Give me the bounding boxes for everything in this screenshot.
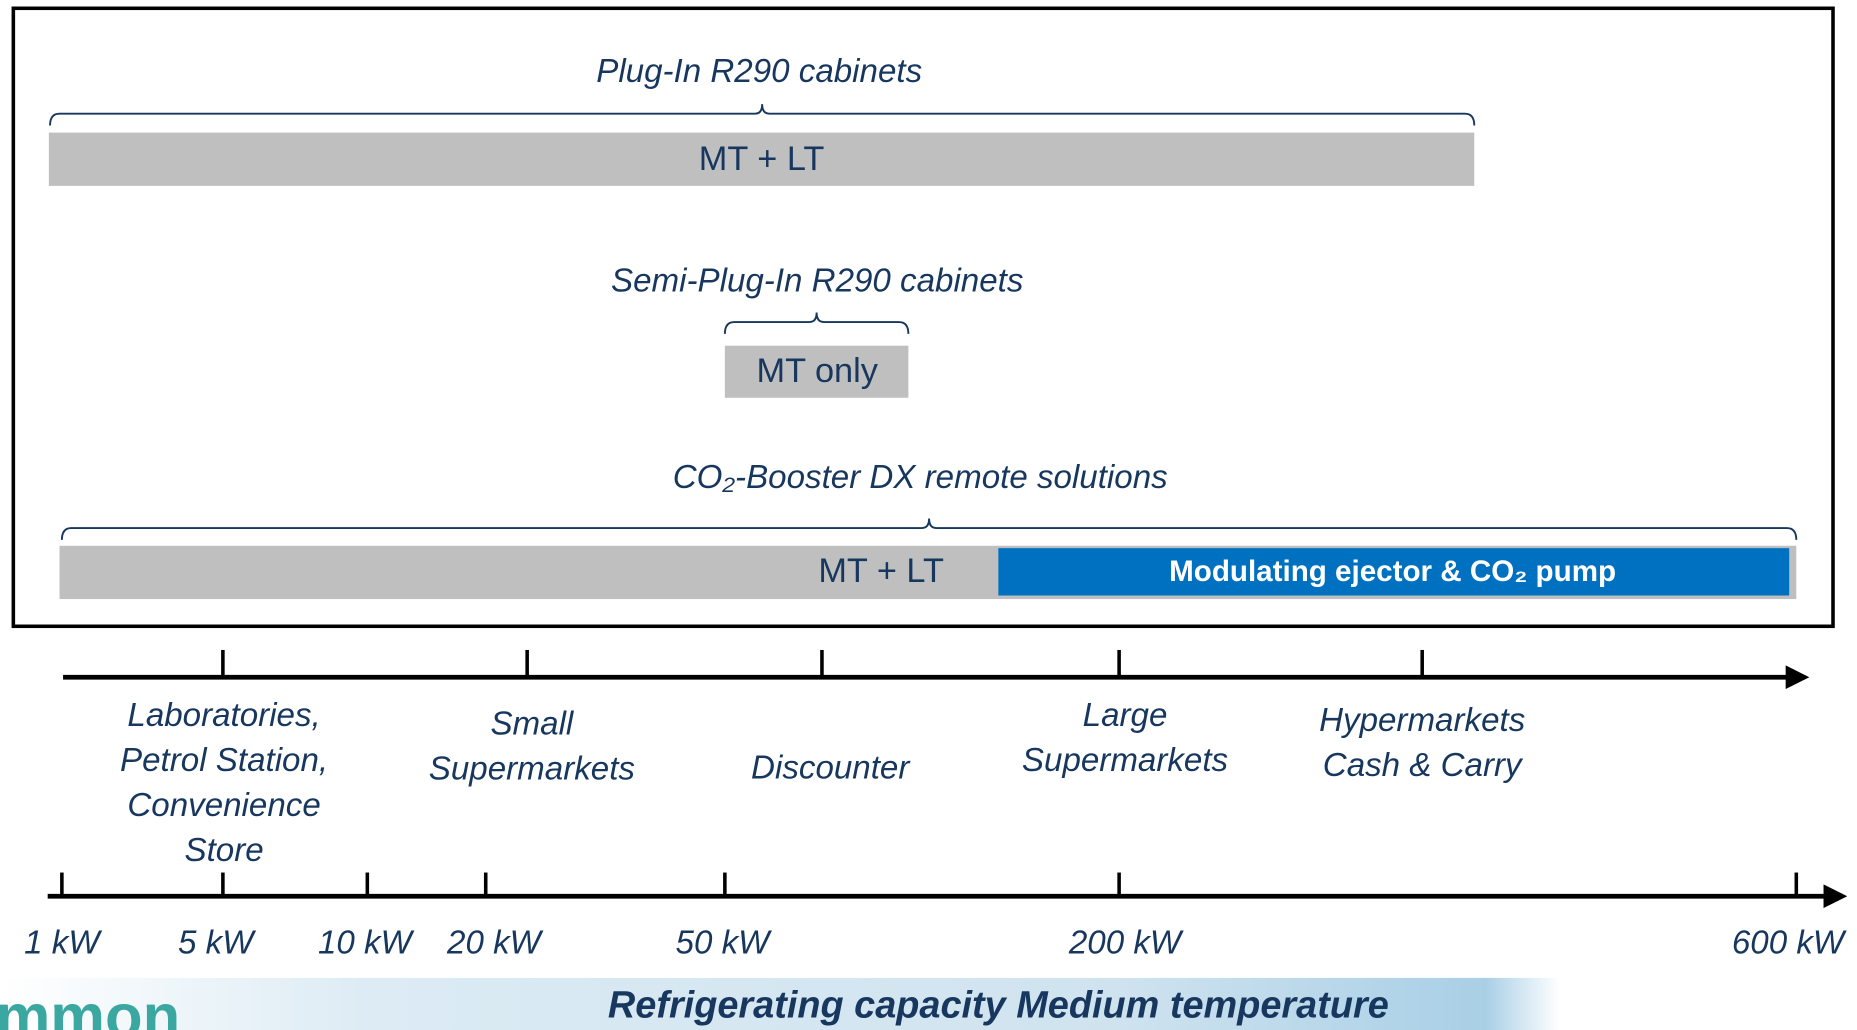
group-title: CO₂-Booster DX remote solutions — [673, 459, 1168, 496]
range-label: MT + LT — [699, 140, 825, 178]
segment-label: Small — [490, 705, 574, 742]
capacity-label: 200 kW — [1068, 925, 1184, 962]
segment-label: Hypermarkets — [1319, 702, 1525, 739]
segment-label: Large — [1083, 697, 1168, 734]
frame — [11, 6, 1835, 629]
segment-label: Discounter — [751, 749, 911, 786]
capacity-label: 50 kW — [676, 925, 773, 962]
capacity-label: 10 kW — [318, 925, 415, 962]
capacity-label: 20 kW — [446, 925, 544, 962]
segment-label: Laboratories, — [127, 697, 320, 734]
segment-label: Supermarkets — [429, 750, 635, 787]
highlight-label: Modulating ejector & CO₂ pump — [1169, 555, 1616, 588]
segment-label: Convenience — [127, 787, 320, 824]
segment-label: Store — [184, 832, 263, 869]
segment-label: Supermarkets — [1022, 742, 1228, 779]
segment-label: Petrol Station, — [120, 742, 328, 779]
range-bar — [48, 132, 1475, 186]
group-title: Semi-Plug-In R290 cabinets — [611, 263, 1023, 300]
footer-band — [0, 977, 1857, 1030]
logo: mmon — [0, 982, 180, 1030]
brace — [49, 104, 1476, 126]
axis-title: Refrigerating capacity Medium temperatur… — [608, 985, 1389, 1027]
segment-label: Cash & Carry — [1323, 747, 1524, 784]
capacity-label: 600 kW — [1732, 925, 1847, 962]
group-title: Plug-In R290 cabinets — [596, 53, 922, 90]
range-bar — [724, 345, 909, 398]
brace — [60, 518, 1798, 540]
highlight-bar — [998, 548, 1790, 596]
range-label: MT only — [756, 352, 878, 390]
range-label: MT + LT — [818, 552, 944, 590]
capacity-label: 1 kW — [24, 925, 102, 962]
brace — [723, 312, 910, 334]
capacity-label: 5 kW — [178, 925, 256, 962]
